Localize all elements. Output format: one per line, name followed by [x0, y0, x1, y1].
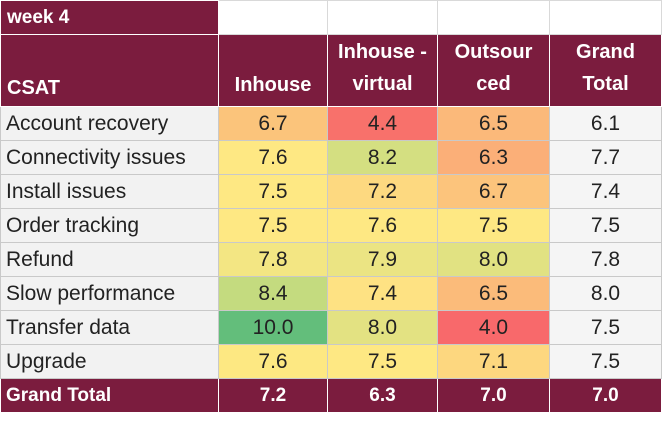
grand-total-value[interactable]: 7.2 — [218, 378, 328, 413]
column-header-line: Inhouse — [234, 74, 312, 96]
grand-total-cell[interactable]: 7.5 — [549, 208, 662, 243]
grand-total-cell[interactable]: 7.4 — [549, 174, 662, 209]
value-cell[interactable]: 7.6 — [218, 344, 328, 379]
row-label[interactable]: Slow performance — [0, 276, 219, 311]
table-row: Account recovery 6.7 4.4 6.5 6.1 — [0, 106, 662, 141]
column-header[interactable]: Outsour ced — [437, 34, 550, 107]
grand-total-cell[interactable]: 7.5 — [549, 344, 662, 379]
grand-total-value[interactable]: 6.3 — [327, 378, 438, 413]
column-header[interactable]: Grand Total — [549, 34, 662, 107]
value-cell[interactable]: 7.6 — [327, 208, 438, 243]
grand-total-value[interactable]: 7.0 — [549, 378, 662, 413]
column-header-line: Grand — [576, 41, 635, 63]
row-label[interactable]: Transfer data — [0, 310, 219, 345]
value-cell[interactable]: 7.2 — [327, 174, 438, 209]
value-cell[interactable]: 7.1 — [437, 344, 550, 379]
empty-cell[interactable] — [549, 0, 662, 35]
value-cell[interactable]: 6.5 — [437, 106, 550, 141]
table-row: Order tracking 7.5 7.6 7.5 7.5 — [0, 208, 662, 243]
value-cell[interactable]: 8.0 — [327, 310, 438, 345]
value-cell[interactable]: 7.5 — [327, 344, 438, 379]
column-header-line: virtual — [352, 73, 413, 95]
value-cell[interactable]: 7.5 — [218, 174, 328, 209]
value-cell[interactable]: 8.4 — [218, 276, 328, 311]
empty-cell[interactable] — [437, 0, 550, 35]
value-cell[interactable]: 7.6 — [218, 140, 328, 175]
column-header-line: Total — [582, 73, 629, 95]
value-cell[interactable]: 4.4 — [327, 106, 438, 141]
table-row: Transfer data 10.0 8.0 4.0 7.5 — [0, 310, 662, 345]
row-label[interactable]: Connectivity issues — [0, 140, 219, 175]
value-cell[interactable]: 10.0 — [218, 310, 328, 345]
grand-total-cell[interactable]: 6.1 — [549, 106, 662, 141]
table-row: Upgrade 7.6 7.5 7.1 7.5 — [0, 344, 662, 379]
csat-pivot-table: week 4 CSAT Inhouse Inhouse - virtual Outso… — [0, 0, 662, 413]
column-header-line: Inhouse - — [338, 41, 427, 63]
table-row: Refund 7.8 7.9 8.0 7.8 — [0, 242, 662, 277]
table-row: Connectivity issues 7.6 8.2 6.3 7.7 — [0, 140, 662, 175]
value-cell[interactable]: 8.2 — [327, 140, 438, 175]
empty-cell[interactable] — [327, 0, 438, 35]
value-cell[interactable]: 6.7 — [437, 174, 550, 209]
value-cell[interactable]: 6.7 — [218, 106, 328, 141]
row-label[interactable]: Refund — [0, 242, 219, 277]
row-label[interactable]: Install issues — [0, 174, 219, 209]
table-title[interactable]: week 4 — [0, 0, 219, 35]
value-cell[interactable]: 4.0 — [437, 310, 550, 345]
value-cell[interactable]: 7.4 — [327, 276, 438, 311]
grand-total-cell[interactable]: 8.0 — [549, 276, 662, 311]
value-cell[interactable]: 7.5 — [437, 208, 550, 243]
grand-total-row: Grand Total 7.2 6.3 7.0 7.0 — [0, 378, 662, 413]
grand-total-label[interactable]: Grand Total — [0, 378, 219, 413]
column-header-line: ced — [476, 73, 511, 95]
grand-total-cell[interactable]: 7.5 — [549, 310, 662, 345]
column-header[interactable]: Inhouse - virtual — [327, 34, 438, 107]
row-label[interactable]: Upgrade — [0, 344, 219, 379]
row-label[interactable]: Account recovery — [0, 106, 219, 141]
value-cell[interactable]: 6.3 — [437, 140, 550, 175]
column-header-line: Outsour — [454, 41, 533, 63]
grand-total-cell[interactable]: 7.7 — [549, 140, 662, 175]
row-label[interactable]: Order tracking — [0, 208, 219, 243]
table-row: Install issues 7.5 7.2 6.7 7.4 — [0, 174, 662, 209]
table-row: Slow performance 8.4 7.4 6.5 8.0 — [0, 276, 662, 311]
value-cell[interactable]: 8.0 — [437, 242, 550, 277]
value-cell[interactable]: 7.5 — [218, 208, 328, 243]
grand-total-value[interactable]: 7.0 — [437, 378, 550, 413]
empty-cell[interactable] — [218, 0, 328, 35]
grand-total-cell[interactable]: 7.8 — [549, 242, 662, 277]
value-cell[interactable]: 7.8 — [218, 242, 328, 277]
row-label-header[interactable]: CSAT — [0, 34, 219, 107]
column-header[interactable]: Inhouse — [218, 34, 328, 107]
value-cell[interactable]: 6.5 — [437, 276, 550, 311]
value-cell[interactable]: 7.9 — [327, 242, 438, 277]
